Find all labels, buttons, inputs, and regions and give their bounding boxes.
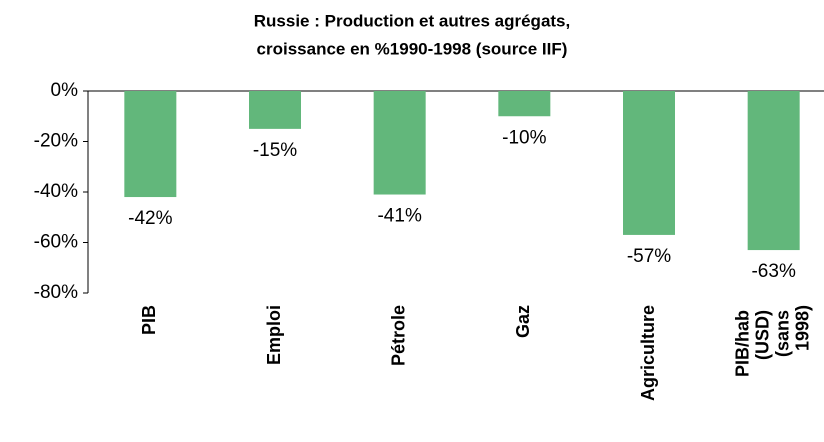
x-tick-label: PIB <box>139 305 159 335</box>
data-label: -57% <box>627 246 671 267</box>
bar <box>373 91 426 195</box>
x-tick-label: Emploi <box>264 305 284 365</box>
bar <box>747 91 800 251</box>
bar <box>249 91 301 129</box>
x-tick-label: Gaz <box>513 305 533 338</box>
x-tick-label: PIB/hab (USD) (sans 1998) <box>732 305 812 377</box>
data-label: -41% <box>377 206 421 227</box>
y-tick-label: -40% <box>34 181 78 202</box>
chart-title: Russie : Production et autres agrégats, <box>254 11 570 30</box>
y-tick-label: -20% <box>34 131 78 152</box>
y-tick-label: -60% <box>34 232 78 253</box>
bar <box>623 91 675 235</box>
x-tick-label: Pétrole <box>388 305 408 366</box>
y-tick-label: 0% <box>51 80 79 101</box>
bar <box>124 91 177 198</box>
y-tick-label: -80% <box>34 282 78 303</box>
data-label: -63% <box>751 261 795 282</box>
x-tick-label: Agriculture <box>638 305 658 401</box>
data-label: -15% <box>253 140 297 161</box>
data-label: -42% <box>128 208 172 229</box>
data-label: -10% <box>502 127 546 148</box>
chart-title: croissance en %1990-1998 (source IIF) <box>257 39 568 58</box>
bar <box>498 91 551 117</box>
